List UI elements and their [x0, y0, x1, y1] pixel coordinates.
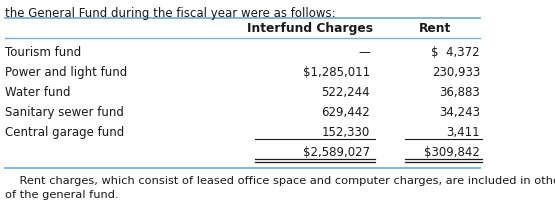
Text: 629,442: 629,442: [321, 106, 370, 119]
Text: Rent charges, which consist of leased office space and computer charges, are inc: Rent charges, which consist of leased of…: [5, 176, 555, 186]
Text: 36,883: 36,883: [439, 86, 480, 99]
Text: 230,933: 230,933: [432, 66, 480, 79]
Text: 34,243: 34,243: [439, 106, 480, 119]
Text: 522,244: 522,244: [321, 86, 370, 99]
Text: $309,842: $309,842: [424, 146, 480, 159]
Text: Water fund: Water fund: [5, 86, 70, 99]
Text: —: —: [358, 46, 370, 59]
Text: $  4,372: $ 4,372: [431, 46, 480, 59]
Text: Tourism fund: Tourism fund: [5, 46, 81, 59]
Text: Interfund Charges: Interfund Charges: [247, 22, 373, 35]
Text: $2,589,027: $2,589,027: [303, 146, 370, 159]
Text: Sanitary sewer fund: Sanitary sewer fund: [5, 106, 124, 119]
Text: Rent: Rent: [419, 22, 451, 35]
Text: Power and light fund: Power and light fund: [5, 66, 127, 79]
Text: of the general fund.: of the general fund.: [5, 190, 119, 200]
Text: $1,285,011: $1,285,011: [303, 66, 370, 79]
Text: 152,330: 152,330: [322, 126, 370, 139]
Text: 3,411: 3,411: [446, 126, 480, 139]
Text: the General Fund during the fiscal year were as follows:: the General Fund during the fiscal year …: [5, 7, 336, 20]
Text: Central garage fund: Central garage fund: [5, 126, 124, 139]
